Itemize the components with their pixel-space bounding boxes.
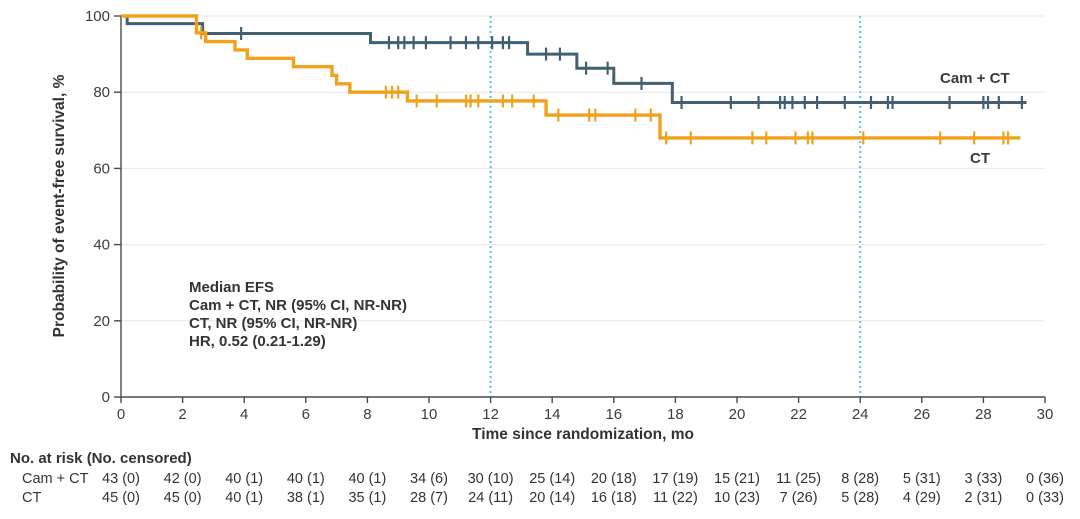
risk-cell: 30 (10) [467, 471, 514, 487]
x-axis-title: Time since randomization, mo [472, 426, 694, 443]
x-tick-label: 0 [117, 406, 125, 423]
risk-cell: 0 (33) [1026, 490, 1064, 506]
annotation-line: Median EFS [189, 279, 275, 296]
risk-cell: 11 (22) [652, 490, 698, 506]
risk-cell: 10 (23) [714, 490, 760, 506]
risk-cell: 45 (0) [163, 490, 202, 506]
x-tick-label: 28 [975, 406, 992, 423]
x-tick-label: 6 [302, 406, 310, 423]
risk-cell: 25 (14) [529, 471, 576, 487]
risk-cell: 15 (21) [714, 471, 760, 487]
risk-table-header: No. at risk (No. censored) [10, 450, 192, 467]
x-tick-label: 20 [729, 406, 746, 423]
annotation-line: Cam + CT, NR (95% CI, NR-NR) [189, 297, 407, 314]
risk-cell: 40 (1) [225, 490, 264, 506]
risk-cell: 35 (1) [348, 490, 387, 506]
x-tick-label: 30 [1037, 406, 1054, 423]
x-tick-label: 12 [482, 406, 499, 423]
y-tick-label: 0 [102, 389, 110, 406]
risk-cell: 11 (25) [776, 471, 822, 487]
x-tick-label: 10 [421, 406, 438, 423]
risk-cell: 4 (29) [902, 490, 941, 506]
risk-cell: 42 (0) [163, 471, 202, 487]
risk-cell: 40 (1) [348, 471, 387, 487]
risk-cell: 34 (6) [410, 471, 448, 487]
annotation-line: CT, NR (95% CI, NR-NR) [189, 315, 358, 332]
risk-cell: 43 (0) [102, 471, 140, 487]
x-tick-label: 18 [667, 406, 684, 423]
risk-cell: 2 (31) [964, 490, 1003, 506]
risk-cell: 5 (28) [841, 490, 880, 506]
risk-cell: 5 (31) [902, 471, 941, 487]
x-tick-label: 22 [790, 406, 807, 423]
risk-cell: 40 (1) [286, 471, 325, 487]
camct-curve-label: Cam + CT [940, 70, 1010, 87]
y-tick-label: 20 [93, 313, 110, 330]
risk-row-label: Cam + CT [22, 471, 89, 487]
x-tick-label: 8 [363, 406, 371, 423]
risk-cell: 40 (1) [225, 471, 264, 487]
risk-cell: 16 (18) [590, 490, 637, 506]
x-tick-label: 26 [913, 406, 930, 423]
risk-cell: 28 (7) [410, 490, 448, 506]
risk-cell: 20 (18) [590, 471, 637, 487]
risk-cell: 24 (11) [468, 490, 514, 506]
risk-cell: 8 (28) [841, 471, 880, 487]
y-tick-label: 100 [85, 8, 110, 25]
risk-cell: 7 (26) [779, 490, 818, 506]
ct-series-group [121, 14, 1021, 145]
cam-ct-series-group [121, 14, 1027, 109]
risk-row-ct: CT 45 (0) 45 (0) 40 (1) 38 (1) 35 (1) 28 (7) 2… [0, 490, 1080, 507]
median-efs-annotation: Median EFS Cam + CT, NR (95% CI, NR-NR) … [189, 279, 407, 351]
x-tick-label: 14 [544, 406, 561, 423]
risk-cell: 45 (0) [102, 490, 140, 506]
risk-cell: 3 (33) [964, 471, 1003, 487]
x-tick-label: 2 [178, 406, 186, 423]
risk-cell: 17 (19) [652, 471, 699, 487]
risk-cell: 20 (14) [529, 490, 576, 506]
y-axis-title: Probability of event-free survival, % [51, 74, 68, 337]
annotation-line: HR, 0.52 (0.21-1.29) [189, 333, 326, 350]
y-tick-label: 60 [93, 160, 110, 177]
series-curves [121, 14, 1027, 145]
y-tick-label: 40 [93, 237, 110, 254]
x-tick-label: 4 [240, 406, 248, 423]
x-tick-label: 24 [852, 406, 869, 423]
cam-ct-km-curve [121, 14, 1027, 104]
ct-curve-label: CT [970, 150, 990, 167]
risk-row-label: CT [22, 490, 42, 506]
x-tick-label: 16 [605, 406, 622, 423]
risk-cell: 38 (1) [286, 490, 325, 506]
y-tick-label: 80 [93, 84, 110, 101]
risk-row-camct: Cam + CT 43 (0) 42 (0) 40 (1) 40 (1) 40 (1) 3… [0, 471, 1080, 488]
gridlines [121, 15, 1045, 322]
ct-km-curve [121, 14, 1021, 140]
risk-cell: 0 (36) [1026, 471, 1064, 487]
reference-lines [489, 16, 862, 397]
